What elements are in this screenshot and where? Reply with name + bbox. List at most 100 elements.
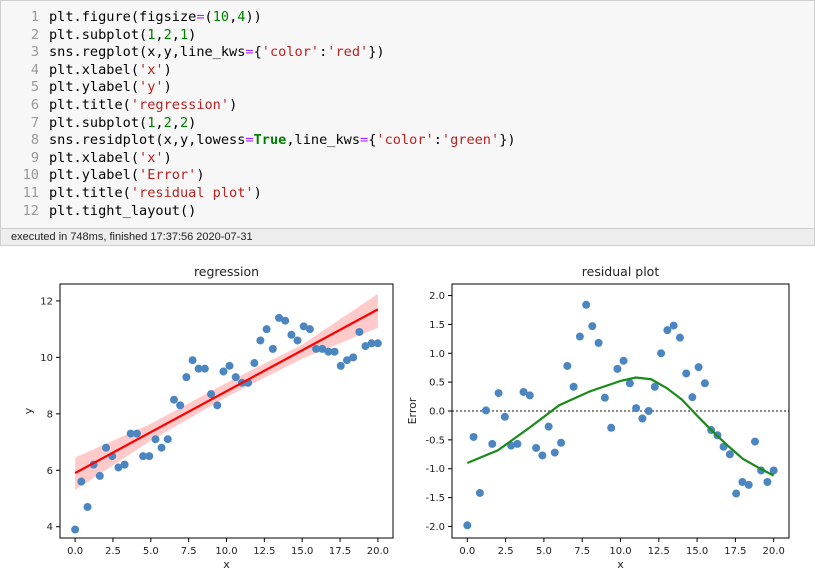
data-point: [475, 488, 484, 497]
data-point: [157, 443, 166, 452]
code-token: 2: [163, 26, 172, 43]
data-point: [299, 322, 308, 331]
data-point: [694, 363, 703, 372]
data-point: [231, 373, 240, 382]
code-line[interactable]: 9 plt.xlabel('x'): [15, 150, 811, 168]
y-tick-label: -1.0: [425, 464, 445, 475]
x-tick-label: 2.5: [498, 546, 514, 557]
line-number: 6: [30, 96, 39, 113]
code-line[interactable]: 10 plt.ylabel('Error'): [15, 167, 811, 185]
code-token: plt.xlabel(: [49, 61, 140, 78]
data-point: [582, 300, 591, 309]
x-tick-label: 5.0: [536, 546, 552, 557]
code-text: plt.ylabel('y'): [49, 79, 172, 97]
x-tick-label: 12.5: [253, 546, 275, 557]
code-cell[interactable]: 1 plt.figure(figsize=(10,4)) 2 plt.subplot(…: [0, 0, 815, 229]
code-line[interactable]: 11 plt.title('residual plot'): [15, 185, 811, 203]
code-token: =: [196, 9, 205, 25]
data-point: [281, 316, 290, 325]
chart-title: regression: [194, 264, 259, 279]
code-line[interactable]: 5 plt.ylabel('y'): [15, 79, 811, 97]
code-token: 1: [147, 26, 156, 43]
data-point: [613, 364, 622, 373]
code-editor[interactable]: 1 plt.figure(figsize=(10,4)) 2 plt.subplot(…: [15, 9, 811, 220]
code-token: {: [368, 132, 377, 149]
data-point: [463, 521, 472, 530]
code-token: plt.title(: [49, 184, 131, 201]
data-point: [763, 478, 772, 487]
code-token: ): [188, 26, 197, 43]
data-point: [250, 359, 259, 368]
code-token: ,: [229, 9, 238, 25]
data-point: [700, 379, 709, 388]
y-tick-label: 6: [47, 466, 53, 477]
y-tick-label: -2.0: [425, 522, 445, 533]
y-tick-label: 8: [47, 409, 53, 420]
data-point: [657, 349, 666, 358]
data-point: [550, 448, 559, 457]
code-token: 2: [163, 114, 172, 131]
data-point: [182, 373, 191, 382]
code-line[interactable]: 2 plt.subplot(1,2,1): [15, 27, 811, 45]
y-tick-label: 0.5: [429, 378, 445, 389]
data-point: [519, 387, 528, 396]
data-point: [594, 338, 603, 347]
code-text: plt.xlabel('x'): [49, 150, 172, 168]
code-line[interactable]: 6 plt.title('regression'): [15, 97, 811, 115]
code-line[interactable]: 1 plt.figure(figsize=(10,4)): [15, 9, 811, 27]
code-line[interactable]: 12 plt.tight_layout(): [15, 203, 811, 221]
x-tick-label: 12.5: [648, 546, 670, 557]
x-axis-label: x: [617, 558, 624, 571]
x-tick-label: 7.5: [181, 546, 197, 557]
data-point: [744, 480, 753, 489]
plot-output: regression 0.0 2.5 5.0 7.5 10.0 12.5 15.0 17.5 20…: [0, 250, 815, 573]
data-point: [126, 429, 135, 438]
code-text: plt.subplot(1,2,1): [49, 27, 196, 45]
code-line[interactable]: 3 sns.regplot(x,y,line_kws={'color':'red'…: [15, 44, 811, 62]
code-token: ,: [155, 114, 164, 131]
code-line[interactable]: 4 plt.xlabel('x'): [15, 62, 811, 80]
data-point: [469, 432, 478, 441]
code-token: ): [196, 167, 205, 184]
data-point: [732, 489, 741, 498]
code-token: {: [253, 44, 262, 61]
code-token: =: [360, 132, 369, 149]
code-token: =: [245, 132, 254, 149]
code-token: }): [368, 44, 385, 61]
code-line[interactable]: 8 sns.residplot(x,y,lowess=True,line_kws=…: [15, 132, 811, 150]
line-number: 1: [30, 9, 39, 25]
code-text: plt.subplot(1,2,2): [49, 115, 196, 133]
y-tick-label: 0.0: [429, 407, 445, 418]
data-point: [513, 439, 522, 448]
code-token: 'red': [327, 44, 369, 61]
code-token: plt.ylabel(: [49, 79, 140, 96]
y-axis-label: Error: [406, 397, 419, 424]
code-token: 'residual plot': [130, 184, 254, 201]
data-point: [305, 325, 314, 334]
line-number: 10: [22, 167, 39, 184]
data-point: [557, 438, 566, 447]
data-point: [725, 450, 734, 459]
y-tick-label: 1.5: [429, 320, 445, 331]
data-point: [525, 391, 534, 400]
data-point: [669, 321, 678, 330]
x-tick-label: 15.0: [291, 546, 313, 557]
y-tick-label: -0.5: [425, 435, 445, 446]
line-number: 2: [30, 26, 39, 43]
data-point: [102, 443, 111, 452]
data-point: [769, 466, 778, 475]
code-text: plt.xlabel('x'): [49, 62, 172, 80]
code-token: 'y': [139, 79, 164, 96]
x-axis-label: x: [223, 558, 230, 571]
y-tick-label: 10: [40, 353, 53, 364]
code-line[interactable]: 7 plt.subplot(1,2,2): [15, 115, 811, 133]
data-point: [330, 347, 339, 356]
code-text: sns.regplot(x,y,line_kws={'color':'red'}…: [49, 44, 385, 62]
data-point: [607, 423, 616, 432]
code-token: 'color': [261, 44, 320, 61]
code-token: (: [204, 9, 213, 25]
data-point: [367, 339, 376, 348]
data-point: [750, 437, 759, 446]
data-point: [77, 477, 86, 486]
y-tick-label: 12: [40, 296, 53, 307]
